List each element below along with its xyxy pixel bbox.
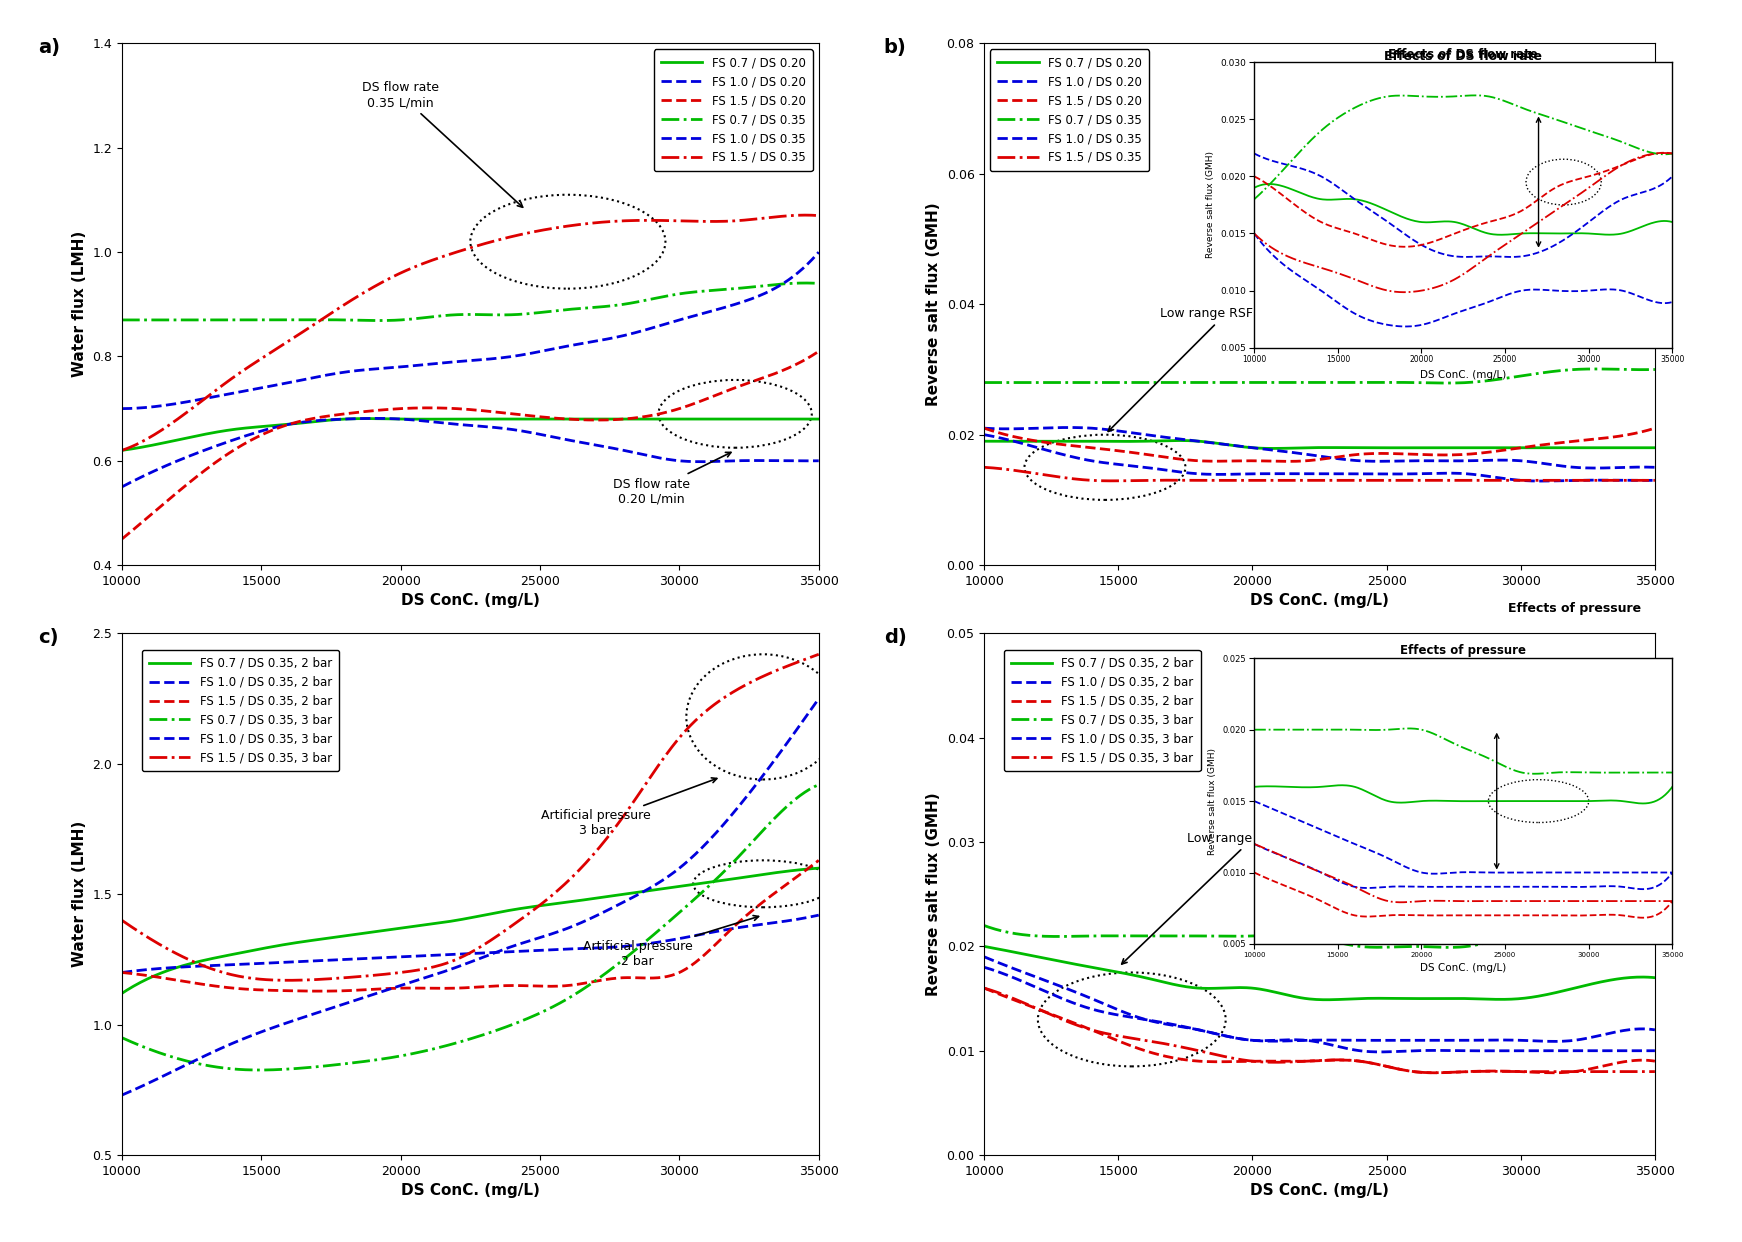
Title: Effects of pressure: Effects of pressure (1401, 645, 1526, 657)
Legend: FS 0.7 / DS 0.20, FS 1.0 / DS 0.20, FS 1.5 / DS 0.20, FS 0.7 / DS 0.35, FS 1.0 /: FS 0.7 / DS 0.20, FS 1.0 / DS 0.20, FS 1… (989, 50, 1150, 171)
X-axis label: DS ConC. (mg/L): DS ConC. (mg/L) (1420, 370, 1507, 380)
X-axis label: DS ConC. (mg/L): DS ConC. (mg/L) (1420, 963, 1507, 974)
Text: Low range RSF value: Low range RSF value (1122, 832, 1319, 964)
Text: c): c) (38, 628, 59, 647)
Text: b): b) (883, 39, 906, 57)
Legend: FS 0.7 / DS 0.20, FS 1.0 / DS 0.20, FS 1.5 / DS 0.20, FS 0.7 / DS 0.35, FS 1.0 /: FS 0.7 / DS 0.20, FS 1.0 / DS 0.20, FS 1… (653, 50, 814, 171)
Y-axis label: Reverse salt flux (GMH): Reverse salt flux (GMH) (1209, 748, 1218, 854)
Text: DS flow rate
0.20 L/min: DS flow rate 0.20 L/min (613, 452, 732, 505)
X-axis label: DS ConC. (mg/L): DS ConC. (mg/L) (401, 1184, 540, 1199)
Text: Low range RSF value: Low range RSF value (1108, 307, 1291, 431)
Y-axis label: Water flux (LMH): Water flux (LMH) (71, 821, 87, 968)
Legend: FS 0.7 / DS 0.35, 2 bar, FS 1.0 / DS 0.35, 2 bar, FS 1.5 / DS 0.35, 2 bar, FS 0.: FS 0.7 / DS 0.35, 2 bar, FS 1.0 / DS 0.3… (141, 650, 340, 771)
Text: a): a) (38, 39, 61, 57)
Legend: FS 0.7 / DS 0.35, 2 bar, FS 1.0 / DS 0.35, 2 bar, FS 1.5 / DS 0.35, 2 bar, FS 0.: FS 0.7 / DS 0.35, 2 bar, FS 1.0 / DS 0.3… (1003, 650, 1200, 771)
Y-axis label: Reverse salt flux (GMH): Reverse salt flux (GMH) (1205, 152, 1216, 258)
X-axis label: DS ConC. (mg/L): DS ConC. (mg/L) (1251, 594, 1388, 609)
Title: Effects of DS flow rate: Effects of DS flow rate (1388, 48, 1538, 61)
Text: DS flow rate
0.35 L/min: DS flow rate 0.35 L/min (362, 81, 523, 207)
Text: Artificial pressure
2 bar: Artificial pressure 2 bar (582, 915, 758, 968)
X-axis label: DS ConC. (mg/L): DS ConC. (mg/L) (401, 594, 540, 609)
Text: Artificial pressure
3 bar: Artificial pressure 3 bar (540, 777, 718, 837)
Text: d): d) (883, 628, 906, 647)
Text: Effects of pressure: Effects of pressure (1509, 602, 1641, 615)
Y-axis label: Water flux (LMH): Water flux (LMH) (71, 231, 87, 378)
X-axis label: DS ConC. (mg/L): DS ConC. (mg/L) (1251, 1184, 1388, 1199)
Y-axis label: Reverse salt flux (GMH): Reverse salt flux (GMH) (927, 792, 941, 996)
Y-axis label: Reverse salt flux (GMH): Reverse salt flux (GMH) (927, 202, 941, 406)
Text: Effects of DS flow rate: Effects of DS flow rate (1385, 50, 1542, 62)
